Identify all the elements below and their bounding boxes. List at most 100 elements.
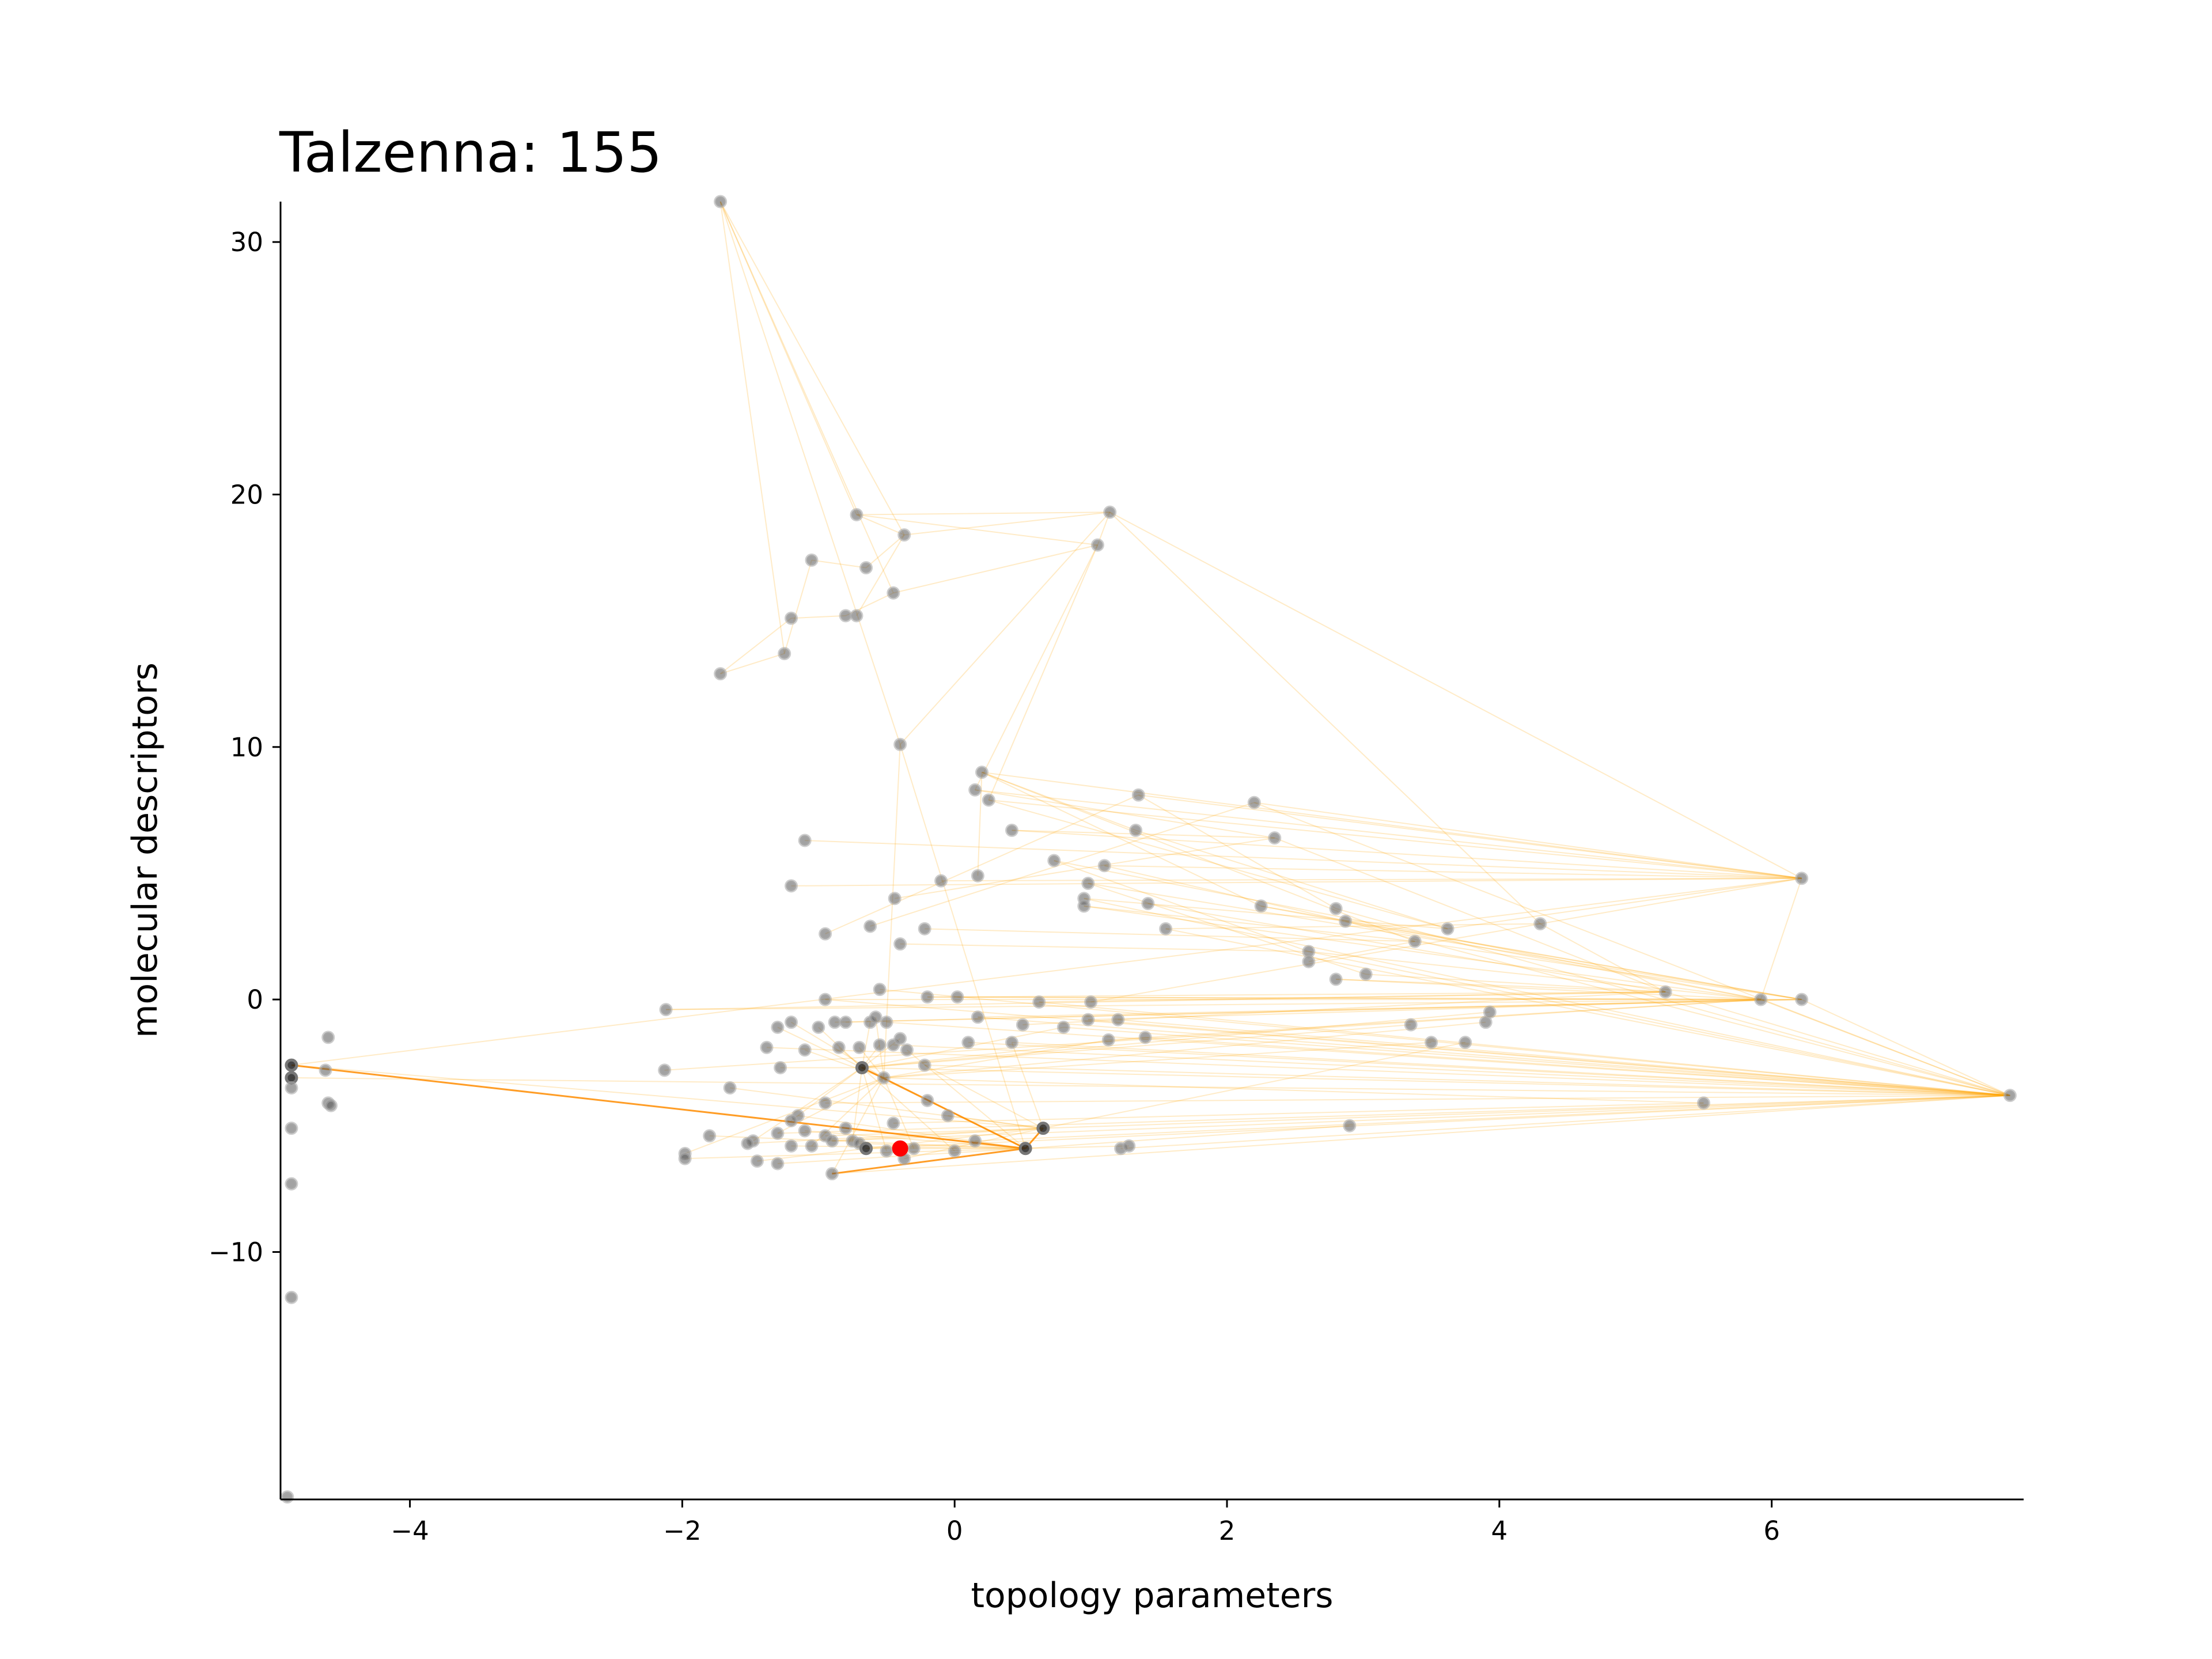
data-point-16 [982,793,995,807]
edge-132 [685,1147,1026,1160]
edge-31 [1012,830,1275,839]
edge-113 [825,1094,2010,1104]
edge-177 [832,1094,2010,1142]
data-point-77 [723,1081,737,1095]
data-point-3 [785,611,798,625]
edge-178 [832,1094,2010,1175]
edge-146 [291,877,1802,1066]
edge-65 [805,839,1802,879]
data-point-42 [1795,993,1809,1006]
data-point-104 [771,1126,785,1140]
data-point-36 [1408,934,1422,948]
edge-145 [1025,1145,1129,1149]
data-point-87 [869,1010,882,1024]
edge-163 [1335,908,2010,1096]
data-point-8 [850,508,863,522]
edge-129 [747,1127,1043,1144]
data-point-32 [1329,902,1343,915]
data-point-37 [1441,922,1455,935]
edge-121 [825,1127,1043,1137]
data-point-73 [1005,1036,1019,1050]
data-point-20 [1081,876,1095,890]
data-point-23 [1131,788,1145,802]
data-point-54 [863,919,877,933]
edge-21 [974,544,1099,790]
data-point-14 [975,766,988,779]
edge-85 [884,1039,1109,1078]
edge-41 [1254,802,1802,879]
edge-90 [664,999,1761,1071]
edge-46 [1345,921,1802,1001]
edge-76 [927,996,1802,1001]
edge-125 [832,1127,1043,1142]
data-point-75 [659,1003,673,1017]
data-point-65 [1084,995,1098,1009]
edge-9 [811,559,866,569]
edge-174 [666,991,1666,1010]
edge-84 [862,1027,1064,1069]
data-point-136 [285,1290,298,1304]
data-point-55 [888,892,902,906]
data-point-72 [1138,1031,1152,1044]
edge-153 [1253,802,2010,1096]
data-point-45 [1343,1119,1357,1132]
data-point-47 [1425,1036,1438,1050]
x-tick-label-3: 2 [1219,1516,1236,1546]
edge-28 [982,771,1802,879]
edge-19 [1109,512,1541,925]
y-tick-label-4: 30 [230,227,263,257]
axes [279,202,2024,1501]
data-point-26 [1159,922,1173,935]
data-point-60 [873,983,887,997]
data-point-127 [1018,1142,1032,1156]
data-point-10 [897,528,911,542]
edge-78 [1039,1001,2010,1096]
edge-88 [968,1041,2010,1096]
data-point-139 [319,1063,332,1077]
data-point-52 [785,879,798,893]
data-point-82 [798,1043,812,1057]
edge-120 [805,1130,1026,1149]
edge-44 [1308,950,1761,1001]
edge-68 [870,802,1255,927]
data-point-68 [1081,1013,1095,1027]
edge-171 [1108,999,1761,1041]
edge-34 [1088,882,1366,975]
data-point-134 [285,1122,298,1135]
data-point-43 [2003,1089,2017,1103]
edge-45 [1308,941,1415,963]
edge-157 [1088,882,1802,1001]
y-tick-label-3: 20 [230,479,263,510]
edge-5 [720,653,785,675]
edge-39 [1147,903,1666,993]
data-point-18 [1047,854,1061,868]
x-tick-label-5: 6 [1763,1516,1780,1546]
edge-173 [1012,1041,2010,1096]
edge-147 [291,1077,2010,1096]
edge-7 [783,560,812,654]
edge-158 [975,789,1802,879]
edge-74 [880,988,2010,1096]
edge-27 [982,771,1415,942]
edge-165 [825,999,2010,1096]
data-point-11 [1103,505,1117,519]
data-point-56 [893,937,907,951]
y-axis-label: molecular descriptors [125,662,165,1038]
highlight-edge-2 [291,1064,1026,1150]
data-point-48 [1459,1036,1472,1050]
data-point-76 [658,1063,672,1077]
data-point-74 [961,1036,975,1050]
edge-33 [1104,865,1346,922]
edge-175 [925,1065,2010,1096]
edge-0 [719,201,857,515]
edge-143 [291,1065,1043,1129]
edge-66 [791,877,1802,887]
edge-124 [859,1142,1026,1149]
data-point-125 [948,1144,961,1158]
edge-94 [766,1047,2010,1096]
edge-72 [925,928,1415,942]
highlighted-point [892,1140,908,1157]
data-point-57 [934,874,948,888]
y-tick-label-2: 10 [230,732,263,763]
data-point-64 [1032,995,1046,1009]
